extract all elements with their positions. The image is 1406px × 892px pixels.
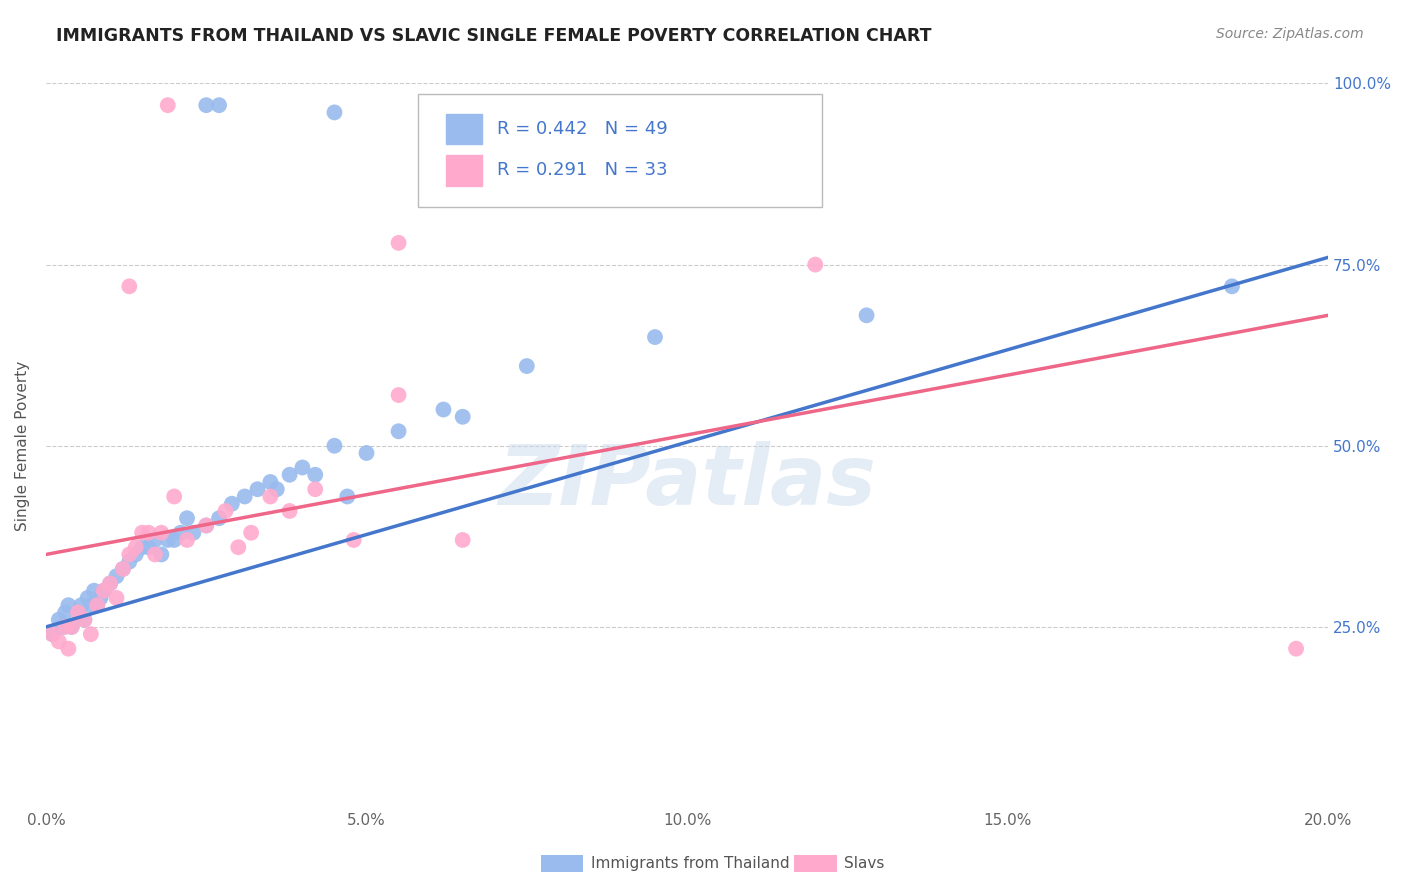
Point xyxy=(105,591,128,605)
Point xyxy=(93,583,115,598)
Text: IMMIGRANTS FROM THAILAND VS SLAVIC SINGLE FEMALE POVERTY CORRELATION CHART: IMMIGRANTS FROM THAILAND VS SLAVIC SINGL… xyxy=(56,27,932,45)
Point xyxy=(451,533,474,547)
Point xyxy=(304,467,326,482)
Point xyxy=(86,598,108,612)
Point xyxy=(195,518,218,533)
Point xyxy=(138,540,160,554)
Point xyxy=(80,627,103,641)
Point xyxy=(98,576,121,591)
Point xyxy=(176,533,198,547)
Point xyxy=(41,627,63,641)
Point xyxy=(1220,279,1243,293)
Bar xyxy=(446,155,482,186)
Point xyxy=(356,446,378,460)
Point xyxy=(343,533,366,547)
Point xyxy=(93,583,115,598)
Point xyxy=(208,98,231,112)
Point xyxy=(163,490,186,504)
Point xyxy=(176,511,198,525)
Point xyxy=(304,482,326,496)
Point xyxy=(387,235,409,250)
Point xyxy=(111,562,134,576)
Point xyxy=(80,598,103,612)
Point xyxy=(131,525,153,540)
Point xyxy=(259,490,281,504)
Point xyxy=(291,460,314,475)
Point xyxy=(214,504,236,518)
FancyBboxPatch shape xyxy=(418,95,821,207)
Point xyxy=(98,576,121,591)
Point xyxy=(208,511,231,525)
Point xyxy=(1285,641,1308,656)
Point xyxy=(323,105,346,120)
Point xyxy=(221,497,243,511)
Point xyxy=(70,598,93,612)
Text: ZIPatlas: ZIPatlas xyxy=(498,442,876,523)
Point xyxy=(183,525,205,540)
Text: Slavs: Slavs xyxy=(844,856,884,871)
Point xyxy=(266,482,288,496)
Point xyxy=(387,424,409,438)
Point xyxy=(111,562,134,576)
Text: Immigrants from Thailand: Immigrants from Thailand xyxy=(591,856,789,871)
Point xyxy=(226,540,249,554)
Point xyxy=(156,533,179,547)
Point xyxy=(336,490,359,504)
Point xyxy=(163,533,186,547)
Point xyxy=(83,583,105,598)
Point xyxy=(278,504,301,518)
Point xyxy=(323,439,346,453)
Point xyxy=(195,518,218,533)
Point xyxy=(48,634,70,648)
Text: Source: ZipAtlas.com: Source: ZipAtlas.com xyxy=(1216,27,1364,41)
Point xyxy=(51,620,73,634)
Point xyxy=(105,569,128,583)
Point xyxy=(195,98,218,112)
Point xyxy=(66,606,89,620)
Point xyxy=(143,533,166,547)
Point xyxy=(58,641,80,656)
Point xyxy=(118,555,141,569)
Point xyxy=(143,548,166,562)
Point xyxy=(125,548,148,562)
Point xyxy=(169,525,191,540)
Point xyxy=(451,409,474,424)
Point xyxy=(48,613,70,627)
Bar xyxy=(446,114,482,145)
Point xyxy=(240,525,263,540)
Point xyxy=(644,330,666,344)
Point xyxy=(53,620,76,634)
Point xyxy=(41,627,63,641)
Point xyxy=(58,598,80,612)
Point xyxy=(804,258,827,272)
Point xyxy=(278,467,301,482)
Point xyxy=(76,591,98,605)
Text: R = 0.442   N = 49: R = 0.442 N = 49 xyxy=(498,120,668,138)
Point xyxy=(60,620,83,634)
Point xyxy=(246,482,269,496)
Point xyxy=(259,475,281,489)
Point xyxy=(138,525,160,540)
Point xyxy=(855,309,877,323)
Point xyxy=(233,490,256,504)
Point xyxy=(131,540,153,554)
Point xyxy=(150,548,173,562)
Point xyxy=(53,606,76,620)
Point xyxy=(156,98,179,112)
Point xyxy=(89,591,111,605)
Point xyxy=(118,279,141,293)
Point xyxy=(118,548,141,562)
Point xyxy=(387,388,409,402)
Point xyxy=(73,613,96,627)
Point xyxy=(432,402,454,417)
Point xyxy=(125,540,148,554)
Point xyxy=(66,606,89,620)
Point xyxy=(73,613,96,627)
Point xyxy=(86,598,108,612)
Point xyxy=(150,525,173,540)
Point xyxy=(516,359,538,373)
Y-axis label: Single Female Poverty: Single Female Poverty xyxy=(15,360,30,531)
Point xyxy=(60,620,83,634)
Text: R = 0.291   N = 33: R = 0.291 N = 33 xyxy=(498,161,668,179)
